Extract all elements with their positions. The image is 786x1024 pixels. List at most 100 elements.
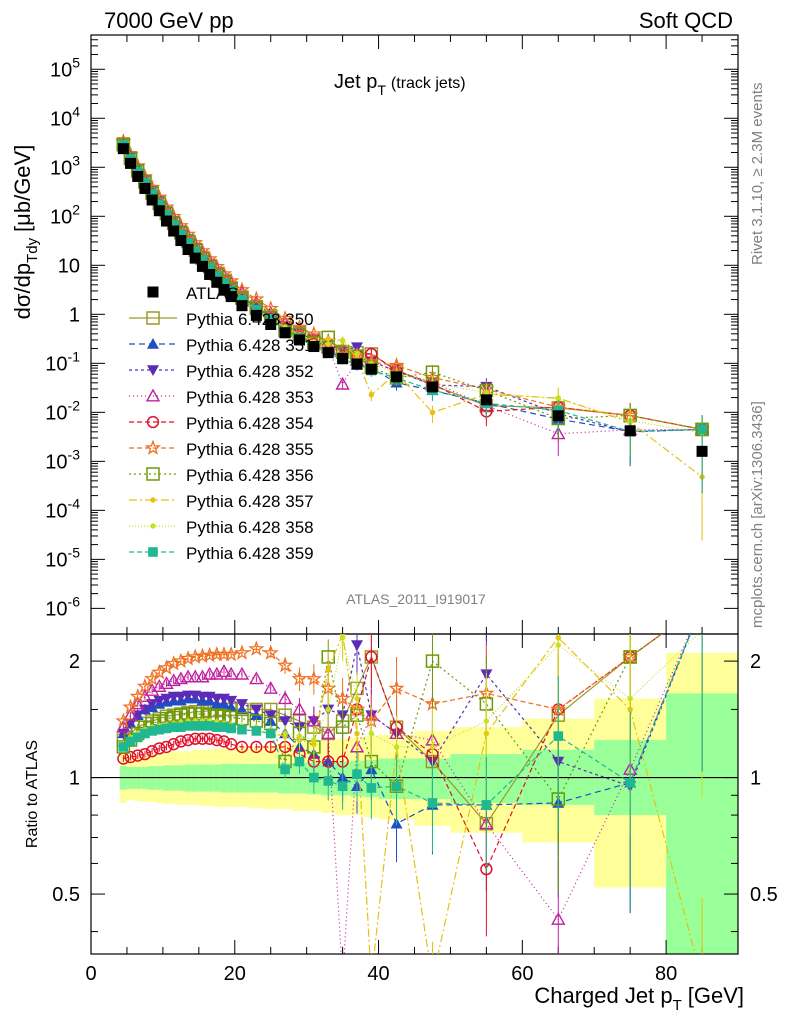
series-357-ratio-point xyxy=(354,730,360,737)
y-tick-base: 10 xyxy=(45,353,67,375)
series-359-ratio xyxy=(118,634,703,910)
legend-label: Pythia 6.428 359 xyxy=(186,544,314,563)
series-359-point xyxy=(154,199,165,210)
legend-entry-354: Pythia 6.428 354 xyxy=(129,414,314,433)
atlas-data-point xyxy=(132,170,144,182)
series-355-ratio-point xyxy=(696,598,709,610)
y-tick-label: 1 xyxy=(69,304,80,326)
series-359-ratio-point xyxy=(323,776,334,786)
legend-marker xyxy=(145,388,161,402)
series-355-ratio-point xyxy=(262,644,279,660)
series-355-ratio-point xyxy=(129,687,146,704)
y-tick-exp: -3 xyxy=(68,446,81,462)
series-359-point xyxy=(168,219,179,230)
series-355-ratio-point xyxy=(334,690,351,706)
atlas-data-point xyxy=(117,143,129,155)
y-tick-base: 10 xyxy=(45,549,67,571)
atlas-data-point xyxy=(139,182,151,194)
series-355-ratio-point xyxy=(291,670,308,686)
series-352-ratio-point xyxy=(153,695,166,707)
y-tick-label: 105 xyxy=(50,54,80,81)
atlas-data-point xyxy=(552,410,564,422)
legend-label: Pythia 6.428 352 xyxy=(186,362,314,381)
series-359-point xyxy=(140,178,150,188)
series-350-ratio-point xyxy=(696,599,708,611)
series-358-ratio-point xyxy=(296,733,303,739)
y-tick-label: 10-3 xyxy=(45,446,80,473)
y-axis-label-unit: [μb/GeV] xyxy=(10,145,35,232)
atlas-data-point xyxy=(391,371,403,383)
series-354-ratio-point xyxy=(160,740,173,754)
series-352-ratio-point xyxy=(235,699,248,710)
series-353-ratio-line xyxy=(122,634,690,954)
series-359-ratio-point xyxy=(294,756,305,767)
y-tick-base: 10 xyxy=(45,402,67,424)
series-359-ratio-point xyxy=(427,798,438,808)
plot-title-main: Jet p xyxy=(334,71,377,93)
series-359-ratio-point xyxy=(132,732,143,743)
series-358-point xyxy=(555,396,561,402)
series-353-ratio-point xyxy=(123,707,138,721)
series-359-point xyxy=(204,263,215,273)
series-355-ratio-point xyxy=(122,698,139,715)
stat-band-bin xyxy=(249,763,264,793)
series-354-ratio-point xyxy=(264,740,277,754)
atlas-data-point xyxy=(624,425,636,437)
legend-marker xyxy=(146,467,160,481)
series-353-point xyxy=(335,376,350,390)
series-359-ratio-point xyxy=(280,764,290,775)
atlas-data-point xyxy=(225,291,237,303)
series-352-ratio-point xyxy=(138,704,151,716)
y-tick-label: 10-6 xyxy=(45,593,80,620)
y-tick-base: 10 xyxy=(50,157,72,179)
series-357-ratio-point xyxy=(430,977,435,982)
series-358-ratio-point xyxy=(325,706,331,713)
series-355-ratio-point xyxy=(187,648,204,664)
series-353-ratio-point xyxy=(234,666,250,680)
y-tick-exp: -5 xyxy=(68,544,81,560)
series-359-point xyxy=(147,189,157,199)
header-left-label: 7000 GeV pp xyxy=(104,8,234,33)
series-359-point xyxy=(697,424,707,435)
legend-label: Pythia 6.428 354 xyxy=(186,414,314,433)
atlas-data-point xyxy=(696,445,708,457)
y-tick-exp: -6 xyxy=(68,593,81,609)
series-359-ratio-point xyxy=(391,781,402,792)
series-359-ratio-point xyxy=(168,722,179,732)
y-axis-label-sub: Tdy xyxy=(24,237,41,263)
series-352-ratio-point xyxy=(250,704,263,716)
series-359-ratio-point xyxy=(190,721,201,731)
y-tick-exp: 4 xyxy=(72,103,80,119)
series-351-ratio-line xyxy=(122,634,691,825)
y-tick-base: 10 xyxy=(50,59,72,81)
legend-label: Pythia 6.428 353 xyxy=(186,388,314,407)
series-355-point xyxy=(291,318,308,335)
y-tick-label: 10 xyxy=(58,255,80,277)
y-axis-label: dσ/dpTdy [μb/GeV] xyxy=(10,145,41,320)
ratio-tick-label: 0.5 xyxy=(52,884,80,906)
series-358-ratio-point xyxy=(339,634,346,641)
series-355-ratio-point xyxy=(115,712,132,728)
plot-title: Jet pT (track jets) xyxy=(334,71,466,98)
series-354-ratio-point xyxy=(196,732,209,745)
series-356-ratio-point xyxy=(696,599,708,611)
series-354-ratio-point xyxy=(210,733,223,747)
legend-marker xyxy=(150,523,156,529)
series-354-ratio-point xyxy=(145,745,159,758)
y-tick-label: 10-5 xyxy=(45,544,80,571)
atlas-data-point xyxy=(480,394,492,406)
series-354-ratio-point xyxy=(217,735,231,748)
series-358-point xyxy=(354,351,360,357)
y-tick-exp: -1 xyxy=(68,348,81,364)
y-tick-exp: -4 xyxy=(68,495,81,511)
x-axis-label: Charged Jet pT [GeV] xyxy=(534,983,744,1014)
series-359-ratio-point xyxy=(237,724,247,735)
series-358-ratio-point xyxy=(311,737,317,743)
series-355-ratio-point xyxy=(248,640,265,656)
series-359-ratio-point xyxy=(183,721,193,731)
atlas-data-point xyxy=(196,260,208,272)
series-351-ratio-point xyxy=(696,599,708,610)
legend-label-atlas: ATLAS xyxy=(186,284,239,303)
series-358-ratio-point xyxy=(393,744,400,750)
series-359-point xyxy=(237,294,247,305)
